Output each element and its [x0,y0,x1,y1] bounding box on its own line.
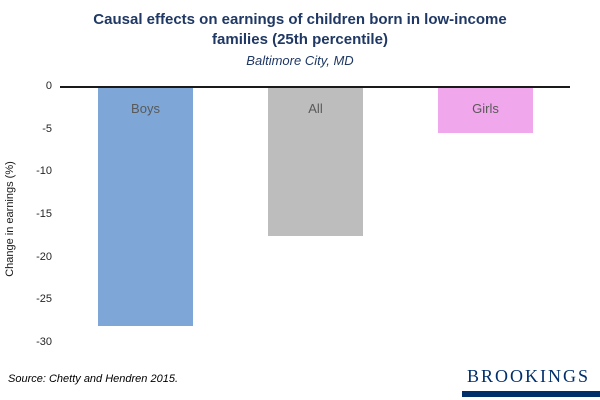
bar-boys: Boys [98,88,193,326]
bar-girls: Girls [438,88,533,133]
chart-subtitle: Baltimore City, MD [246,52,354,68]
chart-header: Causal effects on earnings of children b… [0,10,600,68]
y-tick-label: -5 [42,122,52,135]
chart-title-line1: Causal effects on earnings of children b… [93,11,507,28]
chart-area: Change in earnings (%) 0 -5 -10 -15 -20 -25 -3… [0,80,600,352]
brookings-logo-bar [462,391,600,397]
chart-title-line2: families (25th percentile) [212,30,388,48]
bar-label: Girls [472,101,499,116]
y-tick-label: -25 [36,293,52,306]
y-tick-label: -30 [36,336,52,348]
y-axis-title: Change in earnings (%) [4,161,17,277]
source-note: Source: Chetty and Hendren 2015. [8,373,179,385]
bar-label: All [308,101,323,116]
chart-title: Causal effects on earnings of children b… [0,10,600,50]
y-axis-ticks: 0 -5 -10 -15 -20 -25 -30 [18,80,54,348]
bar-all: All [268,88,363,236]
y-tick-label: 0 [45,80,52,92]
plot-area: Boys All Girls [60,86,570,344]
bar-label: Boys [131,101,160,116]
y-tick-label: -10 [36,165,52,178]
y-tick-label: -15 [36,208,52,220]
brookings-logo: BROOKINGS [466,366,590,386]
y-axis-title-wrap: Change in earnings (%) [2,86,18,352]
y-tick-label: -20 [36,250,52,263]
